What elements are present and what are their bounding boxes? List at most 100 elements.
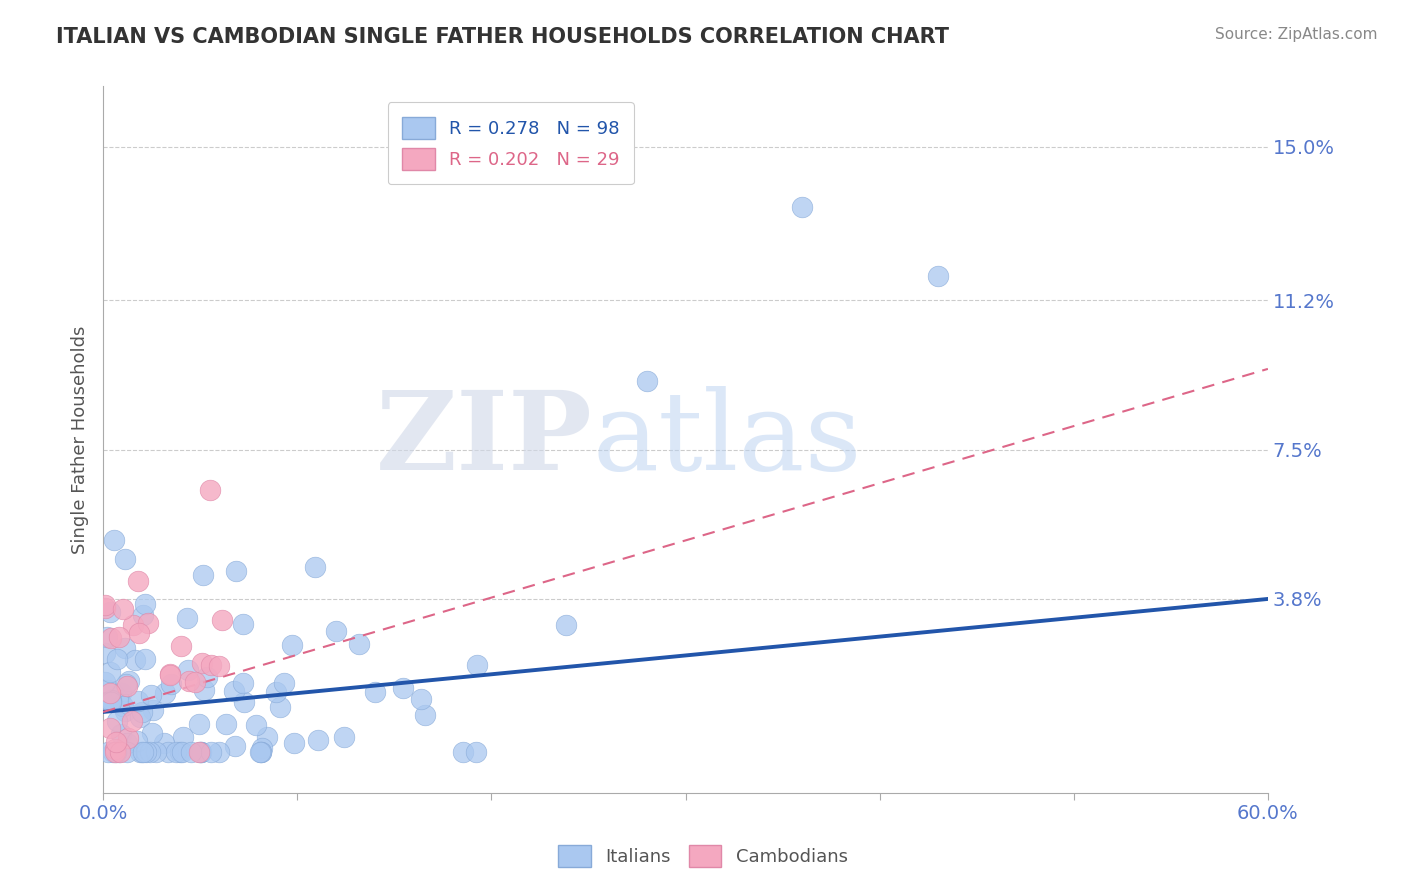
Point <box>94 675 117 690</box>
Point <box>100 693 122 707</box>
Point <box>112 698 135 713</box>
Point <box>139 745 162 759</box>
Point <box>391 681 413 695</box>
Point <box>94 646 117 660</box>
Point <box>98 694 121 708</box>
Point <box>115 679 138 693</box>
Point <box>110 685 132 699</box>
Point <box>465 658 488 673</box>
Point <box>135 745 157 759</box>
Point <box>179 674 201 689</box>
Point <box>152 737 174 751</box>
Point <box>191 567 214 582</box>
Point <box>249 745 271 759</box>
Point <box>101 745 124 759</box>
Point <box>108 745 131 759</box>
Point <box>96 630 118 644</box>
Point <box>188 745 211 759</box>
Point <box>176 611 198 625</box>
Point <box>283 736 305 750</box>
Point <box>636 374 658 388</box>
Text: ZIP: ZIP <box>375 386 592 493</box>
Point <box>180 745 202 759</box>
Point <box>128 626 150 640</box>
Point <box>200 745 222 759</box>
Point <box>108 692 131 706</box>
Point <box>115 676 138 690</box>
Point <box>232 695 254 709</box>
Point <box>131 706 153 720</box>
Point <box>264 685 287 699</box>
Point <box>94 598 117 612</box>
Point <box>132 607 155 622</box>
Point <box>122 617 145 632</box>
Point <box>224 684 246 698</box>
Point <box>104 745 127 759</box>
Point <box>114 640 136 655</box>
Point <box>188 716 211 731</box>
Point <box>554 617 576 632</box>
Point <box>159 668 181 682</box>
Point <box>232 617 254 632</box>
Point <box>273 676 295 690</box>
Text: Source: ZipAtlas.com: Source: ZipAtlas.com <box>1215 27 1378 42</box>
Point <box>105 745 128 759</box>
Point <box>128 745 150 759</box>
Point <box>208 658 231 673</box>
Point <box>927 268 949 283</box>
Point <box>332 730 354 744</box>
Point <box>153 686 176 700</box>
Point <box>108 745 131 759</box>
Point <box>225 564 247 578</box>
Point <box>104 741 127 756</box>
Point <box>100 631 122 645</box>
Point <box>111 602 134 616</box>
Point <box>307 732 329 747</box>
Point <box>98 605 121 619</box>
Point <box>245 718 267 732</box>
Point <box>176 664 198 678</box>
Point <box>250 745 273 759</box>
Point <box>211 613 233 627</box>
Point <box>160 677 183 691</box>
Point <box>208 745 231 759</box>
Text: ITALIAN VS CAMBODIAN SINGLE FATHER HOUSEHOLDS CORRELATION CHART: ITALIAN VS CAMBODIAN SINGLE FATHER HOUSE… <box>56 27 949 46</box>
Y-axis label: Single Father Households: Single Father Households <box>72 326 89 554</box>
Point <box>169 745 191 759</box>
Point <box>127 693 149 707</box>
Legend: R = 0.278   N = 98, R = 0.202   N = 29: R = 0.278 N = 98, R = 0.202 N = 29 <box>388 103 634 185</box>
Point <box>252 740 274 755</box>
Point <box>98 665 121 679</box>
Point <box>249 745 271 759</box>
Point <box>172 730 194 744</box>
Point <box>108 630 131 644</box>
Text: atlas: atlas <box>592 386 862 493</box>
Point <box>142 702 165 716</box>
Point <box>170 639 193 653</box>
Point <box>100 696 122 710</box>
Point <box>269 700 291 714</box>
Point <box>364 685 387 699</box>
Point <box>94 601 117 615</box>
Point <box>105 652 128 666</box>
Point <box>97 683 120 698</box>
Point <box>190 745 212 759</box>
Point <box>190 745 212 759</box>
Point <box>790 201 813 215</box>
Point <box>165 745 187 759</box>
Point <box>98 686 121 700</box>
Point <box>409 692 432 706</box>
Point <box>198 483 221 497</box>
Point <box>132 745 155 759</box>
Point <box>451 745 474 759</box>
Point <box>193 683 215 698</box>
Point <box>349 637 371 651</box>
Point <box>215 716 238 731</box>
Point <box>325 624 347 638</box>
Point <box>157 745 180 759</box>
Point <box>134 597 156 611</box>
Point <box>184 674 207 689</box>
Point <box>131 745 153 759</box>
Point <box>190 745 212 759</box>
Point <box>115 745 138 759</box>
